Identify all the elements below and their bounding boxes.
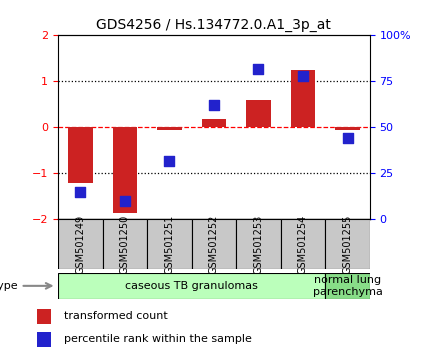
Point	[300, 73, 307, 79]
Text: cell type: cell type	[0, 281, 18, 291]
Bar	[37, 332, 51, 347]
Text: GSM501255: GSM501255	[343, 215, 353, 274]
Bar	[157, 127, 181, 130]
Bar	[325, 219, 370, 269]
Text: GSM501254: GSM501254	[298, 215, 308, 274]
Bar	[58, 219, 103, 269]
Text: GSM501253: GSM501253	[253, 215, 264, 274]
Bar	[335, 127, 360, 130]
Text: GSM501250: GSM501250	[120, 215, 130, 274]
Bar	[325, 273, 370, 299]
Text: caseous TB granulomas: caseous TB granulomas	[125, 281, 258, 291]
Text: normal lung
parenchyma: normal lung parenchyma	[313, 275, 382, 297]
Text: GSM501249: GSM501249	[75, 215, 85, 274]
Point	[77, 189, 84, 195]
Bar	[281, 219, 325, 269]
Bar	[192, 219, 236, 269]
Bar	[236, 219, 281, 269]
Text: GSM501251: GSM501251	[164, 215, 175, 274]
Point	[211, 103, 217, 108]
Bar	[113, 127, 137, 212]
Text: transformed count: transformed count	[64, 312, 168, 321]
Text: GSM501252: GSM501252	[209, 215, 219, 274]
Bar	[147, 219, 192, 269]
Bar	[246, 100, 271, 127]
Bar	[291, 70, 315, 127]
Bar	[58, 273, 325, 299]
Point	[166, 158, 173, 164]
Point	[255, 66, 262, 72]
Bar	[68, 127, 92, 183]
Title: GDS4256 / Hs.134772.0.A1_3p_at: GDS4256 / Hs.134772.0.A1_3p_at	[96, 18, 332, 32]
Bar	[103, 219, 147, 269]
Point	[344, 136, 351, 141]
Point	[121, 198, 128, 204]
Bar	[202, 119, 226, 127]
Bar	[37, 309, 51, 324]
Text: percentile rank within the sample: percentile rank within the sample	[64, 335, 252, 344]
